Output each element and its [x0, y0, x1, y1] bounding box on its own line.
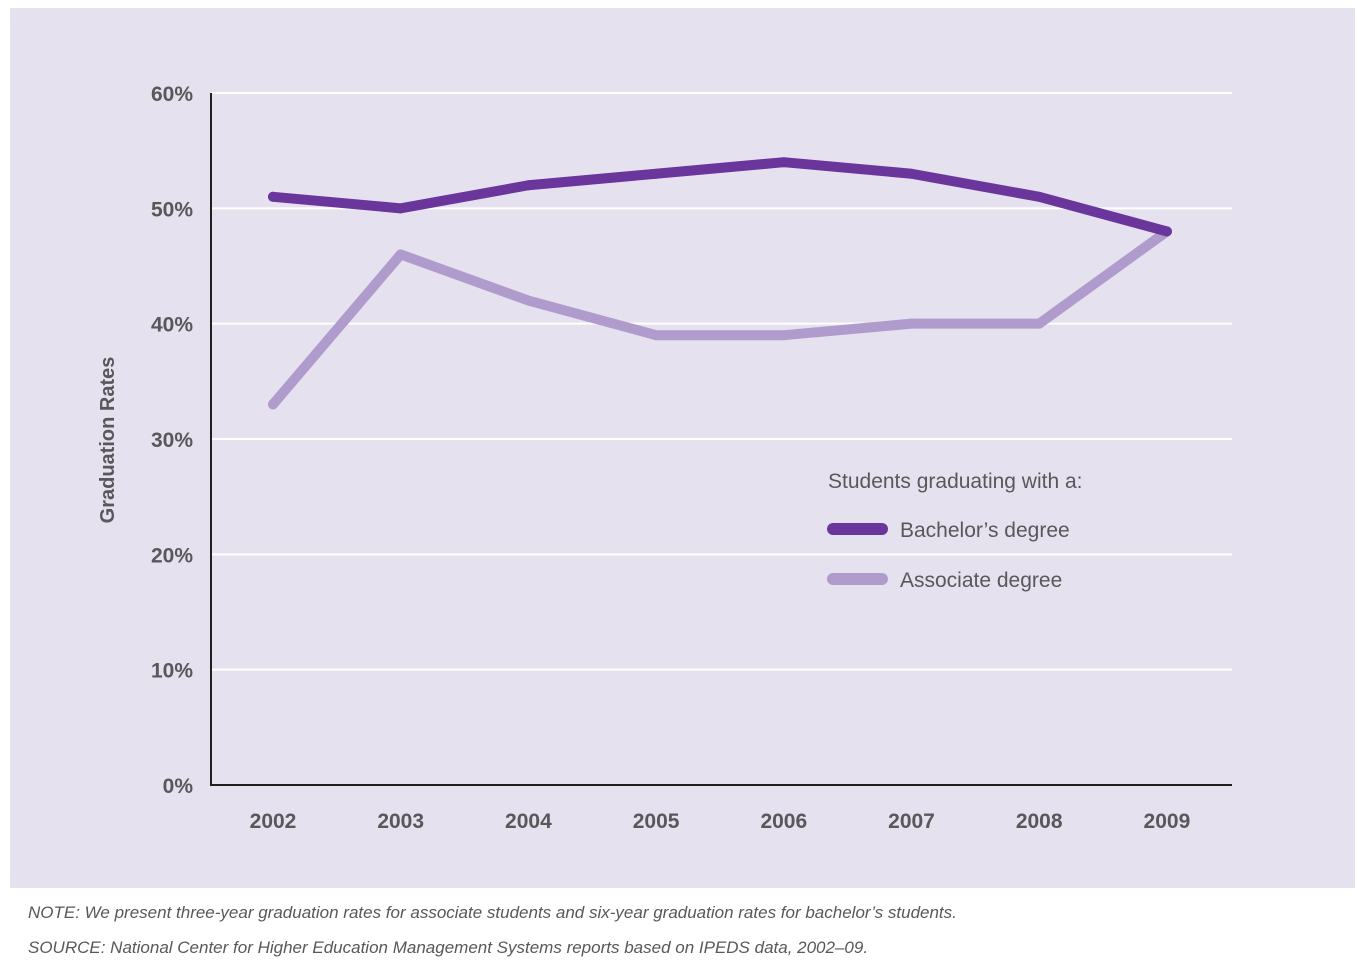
data-point — [395, 249, 406, 260]
y-tick-labels: 0% 10% 20% 30% 40% 50% 60% — [151, 83, 193, 798]
data-point — [1034, 191, 1045, 202]
axes — [210, 93, 1232, 786]
data-point — [1034, 318, 1045, 329]
legend-title: Students graduating with a: — [828, 470, 1083, 493]
x-tick-labels: 2002 2003 2004 2005 2006 2007 2008 2009 — [250, 810, 1191, 833]
line-chart: 0%10%20%30%40%50%60% 2002 2003 2004 2005 200… — [97, 83, 1232, 833]
data-point — [778, 330, 789, 341]
y-tick-label: 60% — [151, 83, 193, 106]
data-point — [523, 180, 534, 191]
data-point — [523, 295, 534, 306]
x-tick-label: 2008 — [1016, 810, 1063, 833]
data-point — [1161, 226, 1172, 237]
y-tick-label: 30% — [151, 429, 193, 452]
series-lines — [268, 157, 1172, 410]
x-tick-label: 2004 — [505, 810, 552, 833]
x-tick-label: 2009 — [1144, 810, 1191, 833]
y-tick-label: 0% — [163, 775, 194, 798]
footnote-note: NOTE: We present three-year graduation r… — [28, 903, 957, 922]
legend-label: Bachelor’s degree — [900, 519, 1070, 542]
data-point — [906, 318, 917, 329]
data-point — [651, 330, 662, 341]
x-tick-label: 2003 — [377, 810, 424, 833]
y-tick-label: 50% — [151, 198, 193, 221]
y-axis-title: Graduation Rates — [97, 357, 119, 524]
legend-label: Associate degree — [900, 569, 1062, 592]
x-tick-label: 2007 — [888, 810, 935, 833]
data-point — [268, 191, 278, 202]
data-point — [778, 157, 789, 168]
y-tick-label: 20% — [151, 544, 193, 567]
legend: Students graduating with a: Bachelor’s d… — [827, 470, 1083, 592]
data-point — [651, 168, 662, 179]
series-line-bachelors — [268, 157, 1172, 237]
footnote-source: SOURCE: National Center for Higher Educa… — [28, 938, 869, 957]
series-line-associate — [268, 226, 1172, 410]
x-tick-label: 2002 — [250, 810, 297, 833]
gridlines — [211, 92, 1232, 671]
data-point — [395, 203, 406, 214]
data-point — [906, 168, 917, 179]
y-tick-label: 10% — [151, 660, 193, 683]
chart-panel — [10, 8, 1355, 888]
x-tick-label: 2006 — [760, 810, 807, 833]
y-tick-label: 40% — [151, 314, 193, 337]
x-tick-label: 2005 — [633, 810, 680, 833]
data-point — [268, 399, 278, 410]
